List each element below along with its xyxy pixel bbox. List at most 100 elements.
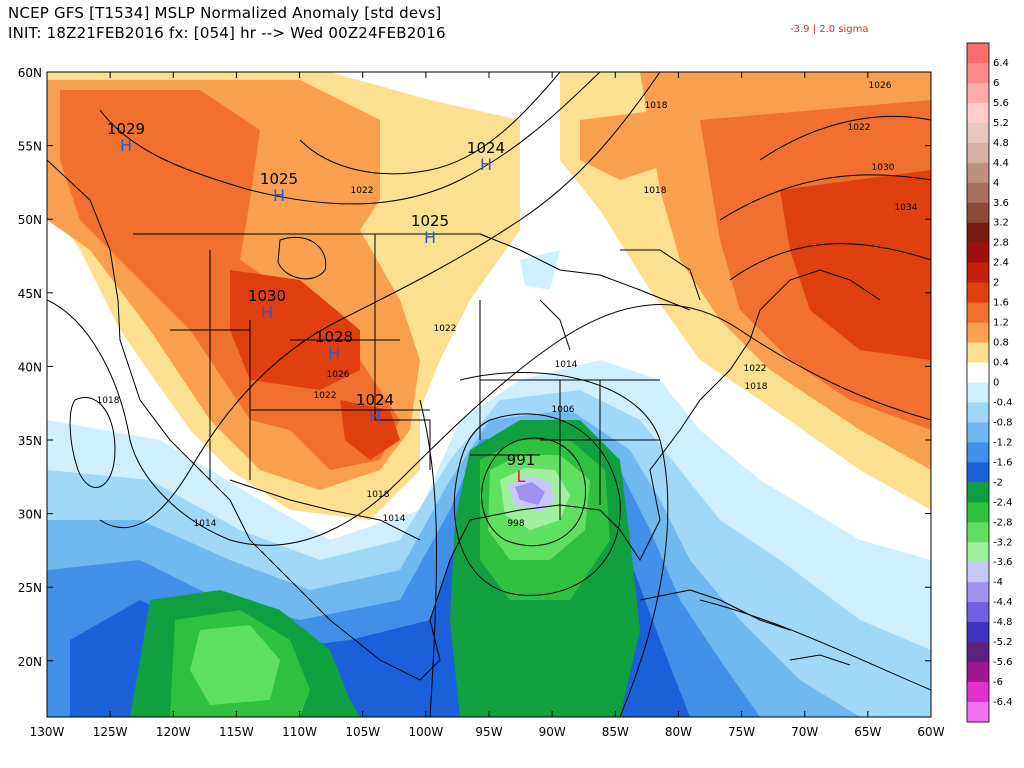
- lon-label: 70W: [791, 725, 818, 739]
- longitude-axis: 130W 125W 120W 115W 110W 105W 100W 95W 90W 85W 80W…: [30, 72, 945, 739]
- colorbar-label: -4.4: [993, 597, 1013, 608]
- colorbar-label: 1.2: [993, 318, 1009, 329]
- high-symbol: H: [369, 407, 381, 426]
- isobar-label: 1014: [555, 360, 578, 370]
- colorbar-swatch: [967, 62, 989, 84]
- colorbar-label: 2: [993, 278, 999, 289]
- colorbar-swatch: [967, 262, 989, 284]
- lon-label: 100W: [408, 725, 443, 739]
- isobar-label: 1022: [434, 324, 457, 334]
- isobar-label: 1006: [552, 405, 575, 415]
- lat-label: 55N: [18, 140, 42, 154]
- lon-label: 60W: [917, 725, 944, 739]
- colorbar-label: 0.8: [993, 338, 1009, 349]
- colorbar-swatch: [967, 382, 989, 403]
- colorbar-label: 6: [993, 78, 999, 89]
- colorbar-label: 2.8: [993, 238, 1009, 249]
- colorbar-label: -2: [993, 477, 1003, 488]
- lon-label: 75W: [728, 725, 755, 739]
- colorbar-swatch: [967, 402, 989, 423]
- isobar-label: 1018: [97, 396, 120, 406]
- map-header: NCEP GFS [T1534] MSLP Normalized Anomaly…: [8, 3, 446, 43]
- latitude-axis: 60N 55N 50N 45N 40N 35N 30N 25N 20N: [18, 66, 931, 669]
- colorbar-label: -1.2: [993, 437, 1013, 448]
- colorbar-label: -0.8: [993, 417, 1013, 428]
- colorbar-swatch: [967, 222, 989, 244]
- high-symbol: H: [120, 136, 132, 155]
- colorbar-swatch: [967, 622, 989, 643]
- isobars: [47, 72, 931, 717]
- high-symbol: H: [261, 303, 273, 322]
- colorbar-swatch: [967, 682, 989, 703]
- colorbar-swatch: [967, 642, 989, 663]
- colorbar-label: -2.4: [993, 497, 1013, 508]
- center-value: 991: [507, 451, 536, 469]
- center-value: 1030: [248, 287, 286, 305]
- colorbar-label: 6.4: [993, 58, 1009, 69]
- colorbar-swatch: [967, 482, 989, 503]
- isobar-label: 1014: [383, 514, 406, 524]
- colorbar: 6.4 6 5.6 5.2 4.8 4.4 4 3.6 3.2 2.8 2.4 2 1.6 1.2 0.8 0…: [966, 42, 1013, 723]
- colorbar-label: -0.4: [993, 397, 1013, 408]
- lon-label: 115W: [219, 725, 254, 739]
- lon-label: 110W: [282, 725, 317, 739]
- colorbar-label: 2.4: [993, 258, 1009, 269]
- lat-label: 45N: [18, 287, 42, 301]
- isobar-labels: 1018 1018 1022 1022 1018 1026 1030 1034 1022 1026…: [97, 81, 918, 529]
- colorbar-label: 4: [993, 178, 999, 189]
- colorbar-label: -1.6: [993, 457, 1013, 468]
- lon-label: 125W: [93, 725, 128, 739]
- isobar-label: 1022: [314, 391, 337, 401]
- colorbar-swatch: [967, 282, 989, 304]
- init-line: INIT: 18Z21FEB2016 fx: [054] hr --> Wed …: [8, 24, 446, 42]
- colorbar-swatch: [967, 662, 989, 683]
- lat-label: 50N: [18, 213, 42, 227]
- lat-label: 60N: [18, 66, 42, 80]
- center-value: 1028: [315, 328, 353, 346]
- isobar-label: 1018: [644, 186, 667, 196]
- boundaries: [47, 159, 881, 681]
- lon-label: 105W: [345, 725, 380, 739]
- colorbar-swatch: [967, 162, 989, 184]
- colorbar-label: -5.6: [993, 657, 1013, 668]
- isobar-label: 1018: [367, 490, 390, 500]
- colorbar-swatch: [967, 442, 989, 463]
- center-value: 1029: [107, 120, 145, 138]
- colorbar-label: -6: [993, 677, 1003, 688]
- colorbar-swatch: [967, 362, 989, 383]
- colorbar-label: 4.4: [993, 158, 1009, 169]
- high-symbol: H: [328, 344, 340, 363]
- isobar-label: 1026: [869, 81, 892, 91]
- colorbar-swatch: [967, 702, 989, 723]
- colorbar-label: 3.6: [993, 198, 1009, 209]
- lat-label: 20N: [18, 655, 42, 669]
- colorbar-label: -5.2: [993, 637, 1013, 648]
- center-value: 1024: [356, 391, 394, 409]
- colorbar-label: 0.4: [993, 358, 1009, 369]
- colorbar-frame: [966, 42, 990, 723]
- isobar-label: 1030: [872, 163, 895, 173]
- isobar-label: 1022: [744, 364, 767, 374]
- colorbar-swatch: [967, 542, 989, 563]
- colorbar-label: -3.6: [993, 557, 1013, 568]
- center-value: 1025: [411, 212, 449, 230]
- lon-label: 65W: [854, 725, 881, 739]
- colorbar-label: -2.8: [993, 517, 1013, 528]
- isobar-label: 998: [507, 519, 524, 529]
- colorbar-label: 5.6: [993, 98, 1009, 109]
- isobar-label: 1034: [895, 203, 918, 213]
- colorbar-label: -4: [993, 577, 1003, 588]
- colorbar-swatch: [967, 242, 989, 264]
- colorbar-swatch: [967, 522, 989, 543]
- isobar-label: 1022: [351, 186, 374, 196]
- colorbar-swatch: [967, 422, 989, 443]
- lon-label: 120W: [156, 725, 191, 739]
- colorbar-swatch: [967, 102, 989, 124]
- lon-label: 85W: [602, 725, 629, 739]
- isobar-label: 1022: [848, 123, 871, 133]
- sigma-note: -3.9 | 2.0 sigma: [790, 24, 869, 35]
- colorbar-swatch: [967, 322, 989, 344]
- lon-label: 90W: [539, 725, 566, 739]
